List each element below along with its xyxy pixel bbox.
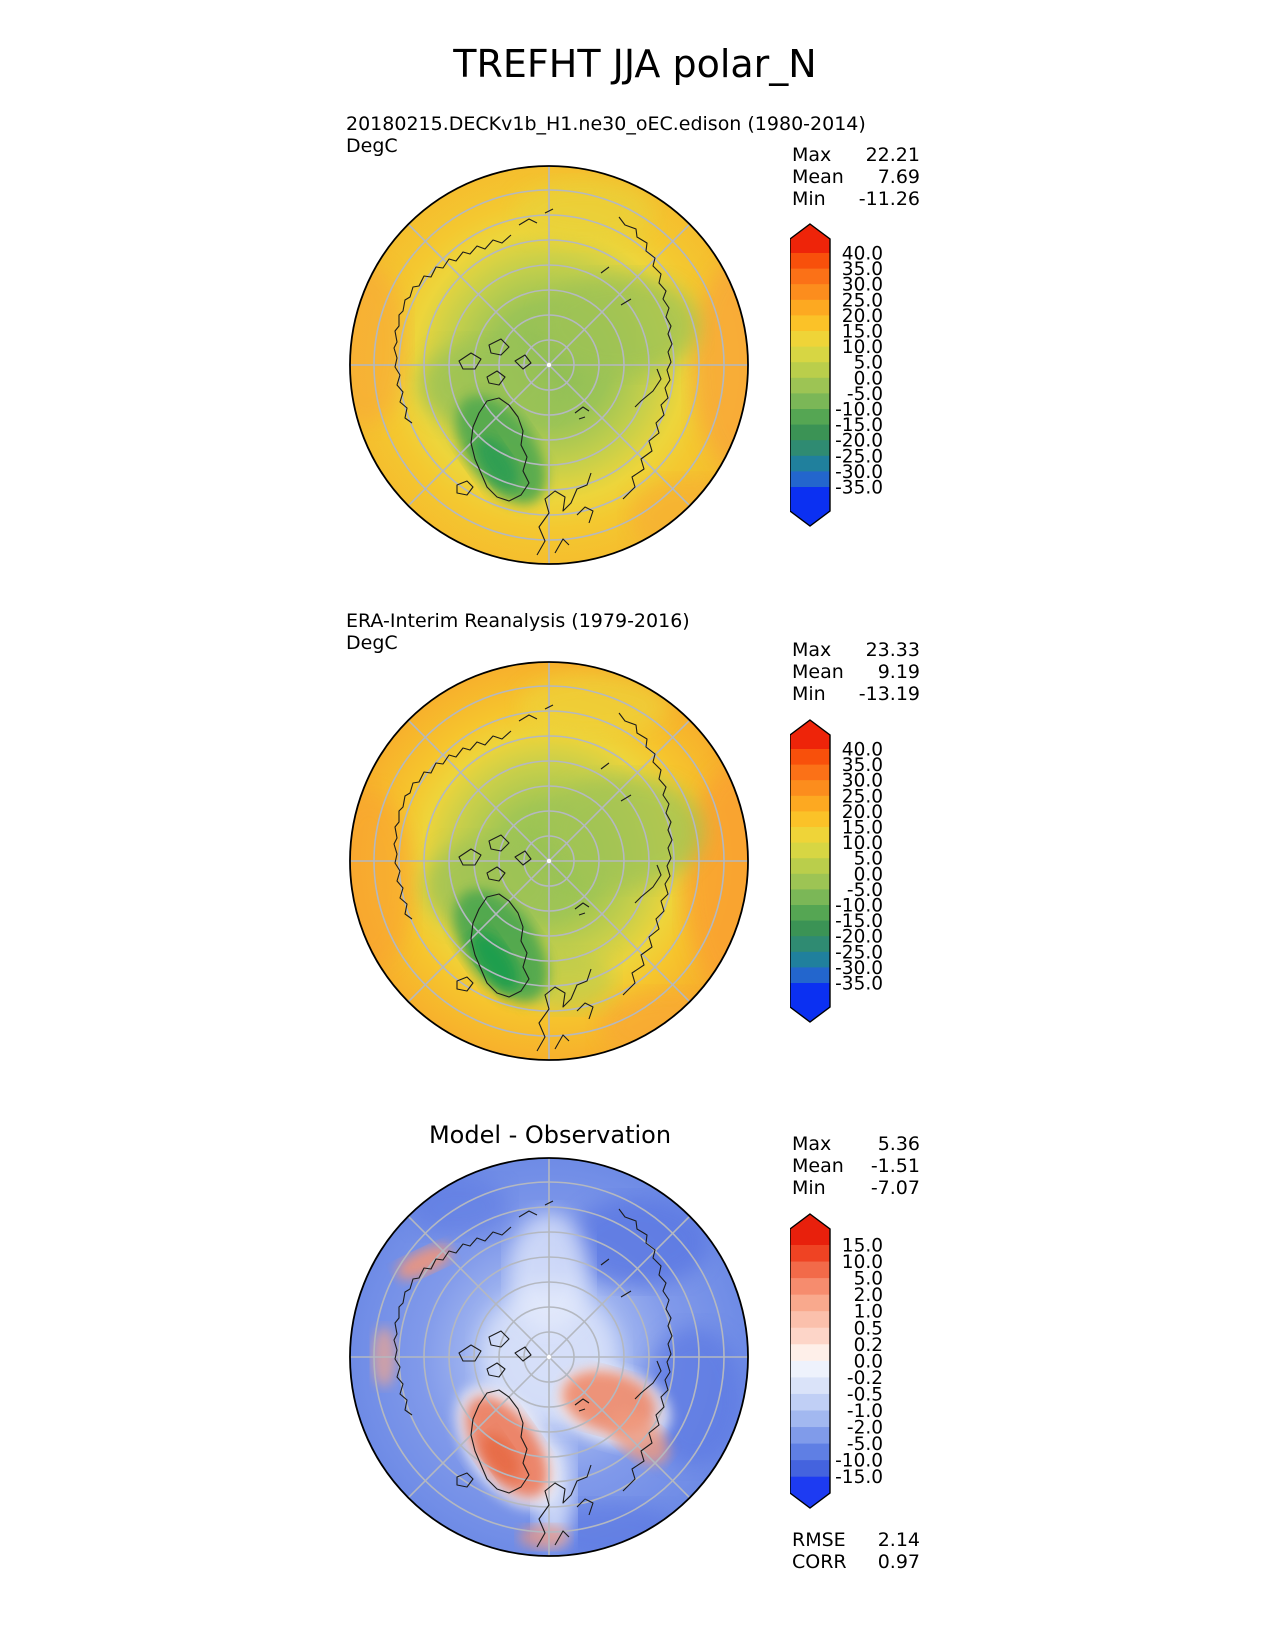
stat-label: Max: [792, 144, 832, 166]
stat-value: -7.07: [870, 1177, 920, 1199]
metric-label: CORR: [792, 1551, 847, 1573]
svg-text:0.5: 0.5: [854, 1318, 883, 1339]
svg-text:-5.0: -5.0: [847, 880, 883, 901]
svg-text:1.0: 1.0: [854, 1302, 883, 1323]
svg-text:10.0: 10.0: [842, 833, 883, 854]
svg-text:-25.0: -25.0: [835, 446, 883, 467]
svg-text:20.0: 20.0: [842, 306, 883, 327]
stat-value: 9.19: [877, 661, 920, 683]
svg-text:-0.2: -0.2: [847, 1368, 883, 1389]
figure-title: TREFHT JJA polar_N: [453, 42, 817, 86]
stat-max: Max 5.36: [792, 1134, 920, 1154]
stat-label: Mean: [792, 661, 844, 683]
svg-text:0.0: 0.0: [854, 368, 883, 389]
svg-text:-1.0: -1.0: [847, 1401, 883, 1422]
svg-text:-30.0: -30.0: [835, 958, 883, 979]
panel1-title: 20180215.DECKv1b_H1.ne30_oEC.edison (198…: [346, 113, 866, 135]
colorbar-model: 40.035.030.025.020.015.010.05.00.0-5.0-1…: [790, 223, 883, 527]
metric-corr: CORR 0.97: [792, 1552, 920, 1572]
svg-text:-15.0: -15.0: [835, 1467, 883, 1488]
metric-value: 0.97: [877, 1551, 920, 1573]
svg-text:-20.0: -20.0: [835, 431, 883, 452]
panel1-units: DegC: [346, 135, 398, 157]
stat-mean: Mean 9.19: [792, 662, 920, 682]
panel2-title: ERA-Interim Reanalysis (1979-2016): [346, 610, 690, 632]
stat-value: -13.19: [858, 683, 920, 705]
colorbar-observation: 40.035.030.025.020.015.010.05.00.0-5.0-1…: [790, 719, 883, 1023]
stat-label: Min: [792, 188, 826, 210]
panel3-title: Model - Observation: [428, 1121, 672, 1149]
svg-text:40.0: 40.0: [842, 740, 883, 761]
svg-text:10.0: 10.0: [842, 337, 883, 358]
polar-map-model: [349, 165, 749, 565]
svg-text:25.0: 25.0: [842, 786, 883, 807]
svg-text:-0.5: -0.5: [847, 1384, 883, 1405]
stat-label: Min: [792, 683, 826, 705]
svg-text:15.0: 15.0: [842, 818, 883, 839]
svg-text:20.0: 20.0: [842, 802, 883, 823]
svg-text:15.0: 15.0: [842, 322, 883, 343]
stat-value: 7.69: [877, 166, 920, 188]
svg-text:-25.0: -25.0: [835, 942, 883, 963]
svg-text:5.0: 5.0: [854, 1269, 883, 1290]
panel2-units: DegC: [346, 632, 398, 654]
stat-value: 5.36: [877, 1133, 920, 1155]
stat-max: Max 22.21: [792, 145, 920, 165]
svg-text:2.0: 2.0: [854, 1285, 883, 1306]
svg-text:0.0: 0.0: [854, 1351, 883, 1372]
colorbar-difference: 15.010.05.02.01.00.50.20.0-0.2-0.5-1.0-2…: [790, 1213, 883, 1509]
svg-text:-10.0: -10.0: [835, 400, 883, 421]
svg-text:-30.0: -30.0: [835, 462, 883, 483]
metric-value: 2.14: [877, 1529, 920, 1551]
svg-text:-20.0: -20.0: [835, 927, 883, 948]
stat-label: Max: [792, 639, 832, 661]
svg-text:-15.0: -15.0: [835, 911, 883, 932]
svg-text:-35.0: -35.0: [835, 974, 883, 995]
svg-text:10.0: 10.0: [842, 1252, 883, 1273]
stat-label: Min: [792, 1177, 826, 1199]
stat-min: Min -11.26: [792, 189, 920, 209]
stat-label: Mean: [792, 1155, 844, 1177]
svg-text:15.0: 15.0: [842, 1236, 883, 1257]
svg-text:25.0: 25.0: [842, 290, 883, 311]
svg-text:5.0: 5.0: [854, 849, 883, 870]
svg-text:35.0: 35.0: [842, 259, 883, 280]
stat-value: -11.26: [858, 188, 920, 210]
svg-text:-2.0: -2.0: [847, 1418, 883, 1439]
svg-text:-35.0: -35.0: [835, 478, 883, 499]
svg-text:40.0: 40.0: [842, 244, 883, 265]
svg-text:30.0: 30.0: [842, 771, 883, 792]
svg-text:-10.0: -10.0: [835, 1451, 883, 1472]
stat-value: 23.33: [865, 639, 920, 661]
stat-value: -1.51: [870, 1155, 920, 1177]
stat-mean: Mean 7.69: [792, 167, 920, 187]
metric-label: RMSE: [792, 1529, 846, 1551]
polar-map-difference: [349, 1157, 749, 1557]
svg-text:-15.0: -15.0: [835, 415, 883, 436]
stat-max: Max 23.33: [792, 640, 920, 660]
svg-text:0.2: 0.2: [854, 1335, 883, 1356]
stat-mean: Mean -1.51: [792, 1156, 920, 1176]
stat-value: 22.21: [865, 144, 920, 166]
svg-text:-5.0: -5.0: [847, 384, 883, 405]
svg-text:0.0: 0.0: [854, 864, 883, 885]
svg-text:35.0: 35.0: [842, 755, 883, 776]
svg-text:5.0: 5.0: [854, 353, 883, 374]
svg-text:30.0: 30.0: [842, 275, 883, 296]
svg-text:-5.0: -5.0: [847, 1434, 883, 1455]
stat-label: Mean: [792, 166, 844, 188]
stat-min: Min -13.19: [792, 684, 920, 704]
metric-rmse: RMSE 2.14: [792, 1530, 920, 1550]
polar-map-observation: [349, 661, 749, 1061]
svg-text:-10.0: -10.0: [835, 896, 883, 917]
stat-min: Min -7.07: [792, 1178, 920, 1198]
stat-label: Max: [792, 1133, 832, 1155]
